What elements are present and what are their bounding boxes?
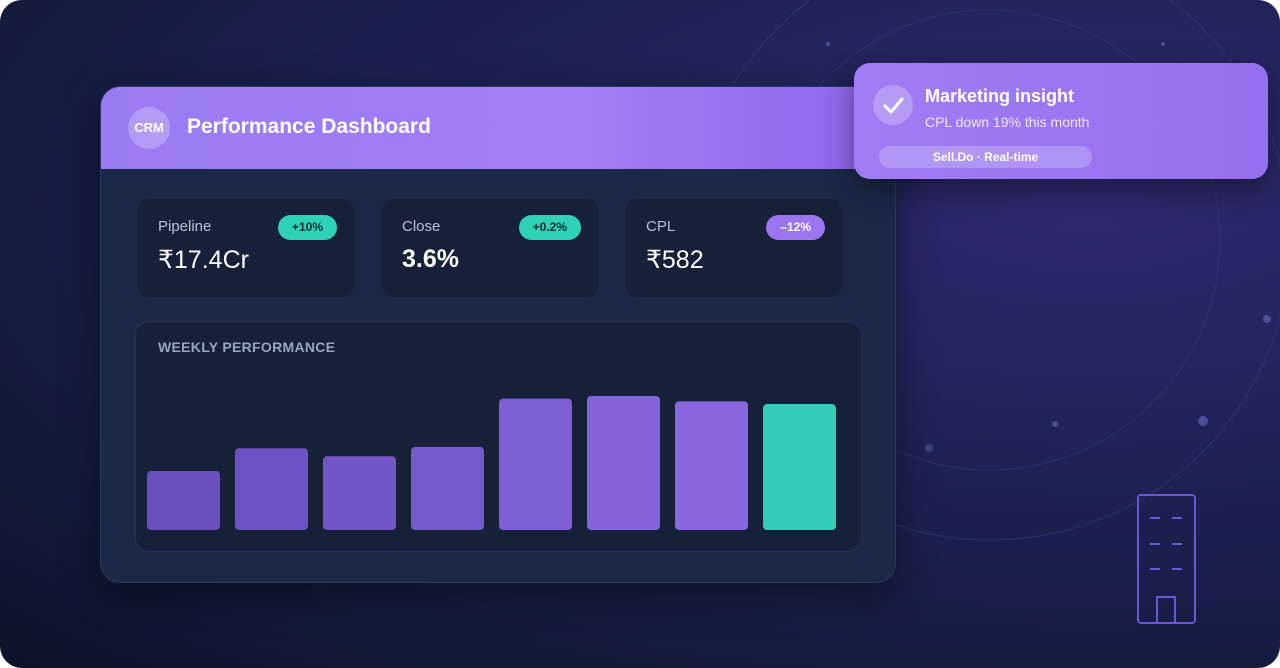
kpi-label: Close <box>402 218 441 235</box>
kpi-label: CPL <box>646 218 676 235</box>
bar <box>499 398 572 530</box>
bar <box>323 456 396 530</box>
logo: CRM <box>128 107 170 149</box>
kpi-card: Close 3.6% +0.2% <box>381 199 599 297</box>
notification-message: CPL down 19% this month <box>925 114 1090 130</box>
notification-title: Marketing insight <box>925 86 1075 106</box>
notification-tag: Sell.Do · Real-time <box>879 146 1092 168</box>
kpi-card: Pipeline ₹17.4Cr +10% <box>137 199 355 297</box>
bar-chart <box>147 396 836 530</box>
kpi-value: ₹17.4Cr <box>158 246 249 274</box>
chart-title: WEEKLY PERFORMANCE <box>158 339 336 355</box>
kpi-change: +0.2% <box>518 215 581 240</box>
bar <box>763 404 836 530</box>
kpi-card: CPL ₹582 –12% <box>625 199 843 297</box>
bar <box>147 471 220 530</box>
card-header: CRM Performance Dashboard <box>101 87 895 169</box>
chart-panel: WEEKLY PERFORMANCE <box>135 321 862 552</box>
kpi-label: Pipeline <box>158 218 212 235</box>
kpi-value: 3.6% <box>402 245 459 273</box>
dashboard-card: CRM Performance Dashboard Pipeline ₹17.4… <box>100 86 896 583</box>
bar <box>587 396 660 530</box>
bar <box>675 401 748 530</box>
bar <box>235 448 308 530</box>
kpi-value: ₹582 <box>646 246 704 274</box>
kpi-change: +10% <box>277 215 337 240</box>
check-icon <box>873 85 913 125</box>
notification: Marketing insight CPL down 19% this mont… <box>854 63 1268 179</box>
bar <box>411 446 484 530</box>
kpi-change: –12% <box>766 215 825 240</box>
dashboard-title: Performance Dashboard <box>187 115 431 138</box>
